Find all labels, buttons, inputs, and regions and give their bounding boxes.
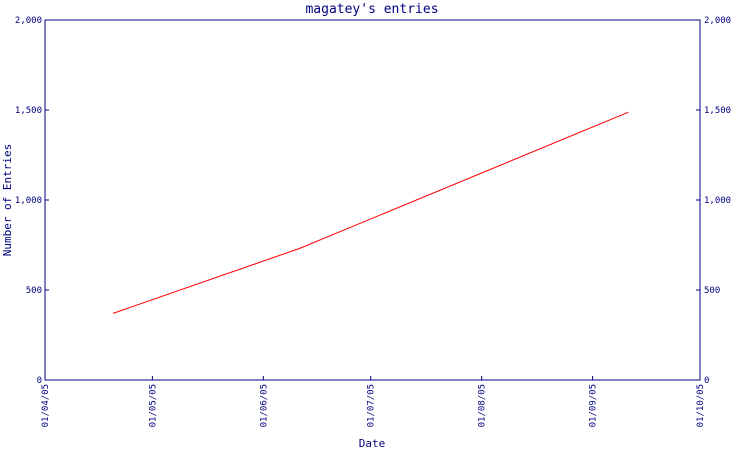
y-tick-label-left: 2,000 [15, 16, 42, 26]
y-tick-label-right: 2,000 [704, 16, 731, 26]
x-tick-label: 01/06/05 [259, 384, 269, 427]
series-layer [112, 111, 629, 314]
x-axis: 01/04/05 01/05/05 01/06/05 01/07/05 01/08/05… [41, 376, 706, 427]
x-tick-label: 01/05/05 [148, 384, 158, 427]
plot-frame [44, 19, 701, 381]
y-axis-label: Number of Entries [1, 144, 14, 257]
x-tick-label: 01/08/05 [478, 384, 488, 427]
y-tick-label-left: 1,500 [15, 106, 42, 116]
y-tick-label-right: 500 [704, 286, 720, 296]
x-tick-label: 01/09/05 [589, 384, 599, 427]
y-tick-label-left: 1,000 [15, 196, 42, 206]
chart-title: magatey's entries [305, 2, 438, 17]
x-tick-label: 01/10/05 [696, 384, 706, 427]
y-tick-label-right: 1,500 [704, 106, 731, 116]
y-tick-label-right: 0 [704, 376, 709, 386]
y-tick-label-left: 0 [37, 376, 42, 386]
y-tick-label-left: 500 [26, 286, 42, 296]
y-axis: 0 0 500 500 1,000 1,000 1,500 1,500 2,000 2,000 [15, 16, 731, 386]
x-axis-label: Date [359, 437, 386, 450]
series-line [112, 111, 629, 314]
y-tick-label-right: 1,000 [704, 196, 731, 206]
x-tick-label: 01/07/05 [367, 384, 377, 427]
x-tick-label: 01/04/05 [41, 384, 51, 427]
